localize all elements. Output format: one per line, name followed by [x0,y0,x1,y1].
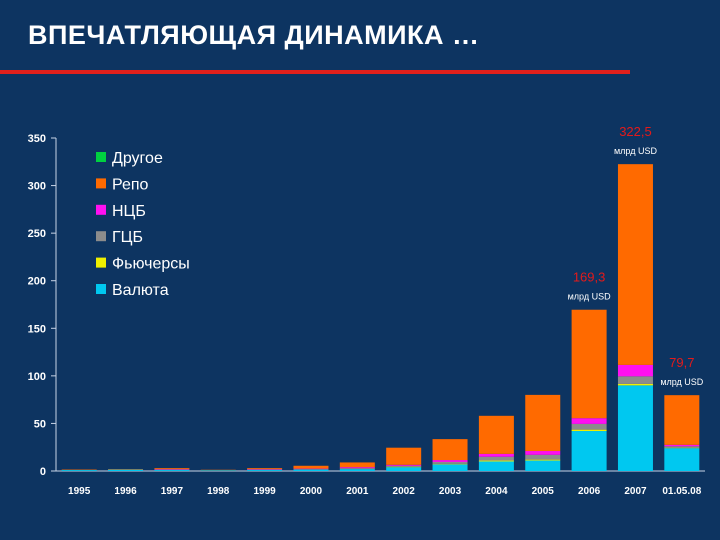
y-tick-label: 150 [28,323,46,335]
x-tick-label: 2002 [393,486,416,497]
legend-swatch [96,204,106,215]
y-tick-label: 250 [28,228,46,240]
slide-title: ВПЕЧАТЛЯЮЩАЯ ДИНАМИКА … [28,20,480,50]
bar-segment [478,453,514,457]
bar-segment [525,394,561,452]
x-tick-label: 1998 [207,486,230,497]
bar-segment [247,468,283,470]
bar-segment [432,464,468,471]
legend-swatch [96,152,106,162]
bar-segment [108,469,144,471]
bar-segment [525,460,561,471]
bar-segment [478,461,514,471]
bar-segment [293,465,329,469]
bar-segment [478,415,514,454]
bar-segment [339,467,375,469]
bar-segment [386,467,422,471]
bar-segment [617,383,653,386]
bar-segment [571,429,607,432]
legend-label: Другое [112,150,163,167]
y-tick-label: 100 [28,371,46,383]
annotation-value: 169,3 [573,270,606,285]
x-tick-label: 2006 [578,486,601,497]
title-divider [0,70,630,74]
annotation-unit: млрд USD [660,377,703,387]
bar-segment [571,418,607,424]
y-tick-label: 350 [28,133,46,145]
bar-segment [432,439,468,461]
bar-segment [617,364,653,377]
bar-segment [61,470,97,471]
bar-segment [571,423,607,430]
bar-segment [664,448,700,471]
annotation-unit: млрд USD [568,292,611,302]
bar-segment [386,465,422,467]
annotation-unit: млрд USD [614,146,657,156]
bar-segment [339,469,375,471]
legend-swatch [96,178,106,189]
bar-segment [617,385,653,471]
legend-label: НЦБ [112,203,146,220]
annotation-value: 322,5 [619,124,652,139]
legend-label: ГЦБ [112,229,143,246]
y-tick-label: 0 [40,466,46,478]
y-tick-label: 200 [28,276,46,288]
annotation-value: 79,7 [669,355,694,370]
bar-segment [571,431,607,471]
x-tick-label: 01.05.08 [662,486,701,497]
bar-segment [478,456,514,461]
x-tick-label: 2007 [624,486,647,497]
bar-segment [617,164,653,365]
x-tick-label: 1995 [68,486,91,497]
legend-swatch [96,284,106,294]
bar-segment [386,464,422,466]
x-tick-label: 1997 [161,486,184,497]
legend-swatch [96,257,106,268]
bar-segment [664,446,700,448]
bar-segment [664,395,700,445]
x-tick-label: 2005 [532,486,555,497]
bar-segment [293,469,329,471]
legend-label: Валюта [112,282,169,299]
bar-segment [525,454,561,460]
x-tick-label: 2001 [346,486,369,497]
y-tick-label: 300 [28,181,46,193]
bar-segment [339,468,375,470]
bar-segment [478,460,514,462]
bar-segment [664,444,700,447]
bar-segment [432,460,468,462]
bar-segment [247,470,283,471]
x-tick-label: 1996 [114,486,137,497]
legend-label: Фьючерсы [112,256,190,273]
bar-segment [525,451,561,455]
x-tick-label: 2000 [300,486,323,497]
bar-segment [154,470,190,471]
x-tick-label: 2003 [439,486,462,497]
bar-segment [617,376,653,384]
bar-segment [339,462,375,468]
bar-segment [200,470,236,471]
bar-segment [571,309,607,419]
legend-swatch [96,231,106,242]
bar-segment [525,459,561,461]
x-tick-label: 2004 [485,486,508,497]
bar-segment [386,447,422,465]
bar-segment [432,461,468,464]
bar-segment [154,468,190,470]
x-tick-label: 1999 [253,486,276,497]
legend-label: Репо [112,176,149,193]
y-tick-label: 50 [34,418,46,430]
